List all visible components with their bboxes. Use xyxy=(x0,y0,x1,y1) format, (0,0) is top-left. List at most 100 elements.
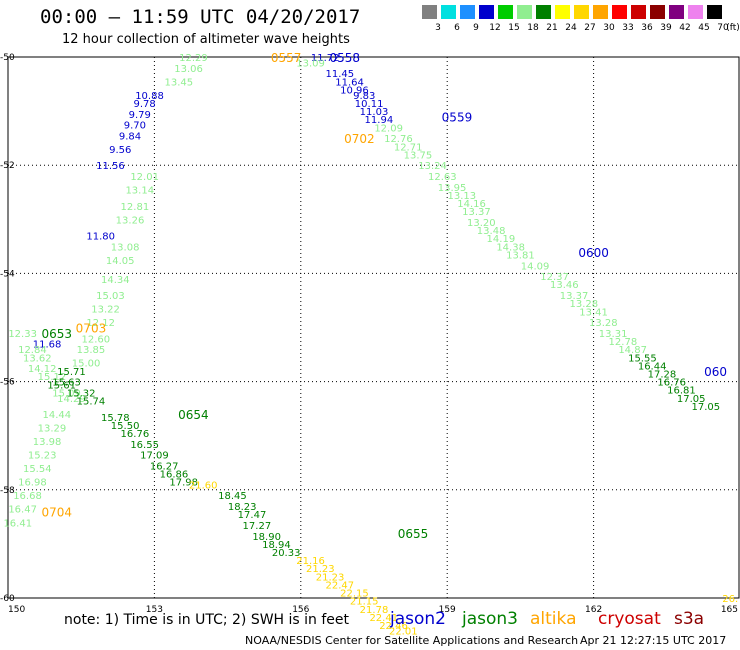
data-label: 16.44 xyxy=(638,361,667,372)
data-label: 15.00 xyxy=(72,359,101,370)
data-label: 18.45 xyxy=(218,491,247,502)
legend-swatch xyxy=(612,5,627,19)
time-label: 0559 xyxy=(442,111,473,125)
data-label: 13.95 xyxy=(438,183,467,194)
data-label: 21.23 xyxy=(306,564,335,575)
legend-unit: (ft) xyxy=(726,23,740,33)
data-label: 15.71 xyxy=(57,367,86,378)
data-label: 12.60 xyxy=(82,334,111,345)
legend-label: 24 xyxy=(565,23,577,33)
data-label: 13.75 xyxy=(404,150,433,161)
data-label: 12.63 xyxy=(428,172,457,183)
data-label: 16.55 xyxy=(130,440,159,451)
data-label: 12.78 xyxy=(609,337,638,348)
time-label: 0703 xyxy=(76,322,107,336)
legend-label: 36 xyxy=(641,23,653,33)
legend-swatch xyxy=(441,5,456,19)
data-label: 12.76 xyxy=(384,134,413,145)
legend-s3a: s3a xyxy=(674,609,705,629)
legend-swatch xyxy=(479,5,494,19)
data-label: 11.72 xyxy=(311,53,340,64)
legend-label: 33 xyxy=(622,23,634,33)
data-label: 11.45 xyxy=(326,69,355,80)
legend-swatch xyxy=(650,5,665,19)
data-label: 17.05 xyxy=(692,402,721,413)
legend-label: 3 xyxy=(435,23,441,33)
data-label: 12.84 xyxy=(18,345,47,356)
data-label: 13.81 xyxy=(506,250,535,261)
data-label: 14.87 xyxy=(618,345,647,356)
data-label: 18.90 xyxy=(252,532,281,543)
data-label: 22.46 xyxy=(379,621,408,632)
data-label: 21.60 xyxy=(189,480,218,491)
data-label: 21.23 xyxy=(316,572,345,583)
x-tick-label: 162 xyxy=(585,605,602,615)
data-label: 13.14 xyxy=(125,186,154,197)
data-label: 13.41 xyxy=(579,307,608,318)
legend-swatch xyxy=(688,5,703,19)
x-tick-label: 165 xyxy=(721,605,738,615)
legend-label: 45 xyxy=(698,23,710,33)
data-label: 15.32 xyxy=(67,388,96,399)
data-label: 13.37 xyxy=(462,207,491,218)
data-label: 16.81 xyxy=(667,386,696,397)
data-label: 16.27 xyxy=(150,461,179,472)
data-label: 12.01 xyxy=(130,172,159,183)
y-tick-label: -52 xyxy=(0,161,15,171)
data-label: 14.16 xyxy=(457,199,486,210)
data-label: 13.08 xyxy=(111,242,140,253)
legend-jason3: jason3 xyxy=(462,609,518,629)
legend-swatch xyxy=(536,5,551,19)
legend-label: 6 xyxy=(454,23,460,33)
data-label: 13.85 xyxy=(77,345,106,356)
data-label: 14.09 xyxy=(521,261,550,272)
data-label: 15.54 xyxy=(23,464,52,475)
data-label: 13.37 xyxy=(560,291,589,302)
data-label: 15.23 xyxy=(28,451,57,462)
data-label: 12.33 xyxy=(8,329,37,340)
data-label: 17.09 xyxy=(140,451,169,462)
data-label: 14.44 xyxy=(42,410,71,421)
legend-altika: altika xyxy=(530,609,577,629)
data-label: 13.46 xyxy=(550,280,579,291)
legend-swatch xyxy=(593,5,608,19)
legend-label: 9 xyxy=(473,23,479,33)
legend-swatch xyxy=(498,5,513,19)
data-label: 16.47 xyxy=(8,505,37,516)
data-label: 15.03 xyxy=(96,291,125,302)
y-tick-label: -56 xyxy=(0,378,15,388)
time-label: 0558 xyxy=(329,51,360,65)
legend-swatch xyxy=(707,5,722,19)
data-label: 18.94 xyxy=(262,540,291,551)
data-label: 11.56 xyxy=(96,161,125,172)
data-label: 9.78 xyxy=(134,99,156,110)
data-label: 10.88 xyxy=(135,91,164,102)
legend-label: 30 xyxy=(603,23,615,33)
data-label: 15.50 xyxy=(111,421,140,432)
time-label: 0654 xyxy=(178,408,209,422)
legend-label: 21 xyxy=(546,23,558,33)
legend-label: 27 xyxy=(584,23,596,33)
data-label: 21.78 xyxy=(360,605,389,616)
legend-label: 39 xyxy=(660,23,672,33)
data-label: 16.86 xyxy=(160,470,189,481)
data-label: 14.19 xyxy=(487,234,516,245)
data-label: 17.05 xyxy=(677,394,706,405)
data-label: 13.26 xyxy=(116,215,145,226)
data-label: 26. xyxy=(722,594,738,605)
data-label: 16.68 xyxy=(13,491,42,502)
footer-timestamp: Apr 21 12:27:15 UTC 2017 xyxy=(580,634,727,647)
data-label: 14.29 xyxy=(57,394,86,405)
legend-swatch xyxy=(631,5,646,19)
time-label: 060 xyxy=(704,365,727,379)
data-label: 14.38 xyxy=(496,242,525,253)
data-label: 9.56 xyxy=(109,145,131,156)
legend-swatch xyxy=(517,5,532,19)
page-subtitle: 12 hour collection of altimeter wave hei… xyxy=(62,32,350,47)
legend-swatch xyxy=(555,5,570,19)
data-label: 16.41 xyxy=(3,518,32,529)
data-label: 17.28 xyxy=(648,369,677,380)
data-label: 14.05 xyxy=(106,256,135,267)
data-label: 12.12 xyxy=(86,318,115,329)
